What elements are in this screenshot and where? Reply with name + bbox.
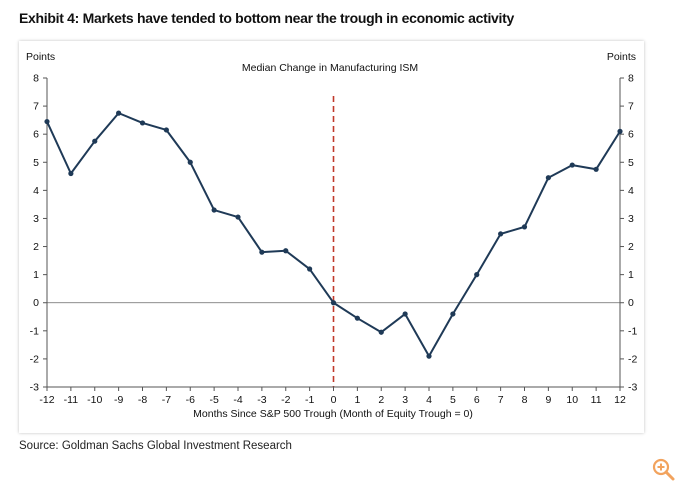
y-tick-label-left: -3 bbox=[30, 382, 39, 394]
x-tick-label: -4 bbox=[233, 394, 242, 406]
data-point bbox=[402, 311, 408, 317]
y-axis-label-left: Points bbox=[26, 51, 55, 63]
x-tick-label: 2 bbox=[378, 394, 384, 406]
data-point bbox=[593, 166, 599, 172]
y-tick-label-right: 0 bbox=[628, 297, 634, 309]
y-tick-label-right: -1 bbox=[628, 325, 637, 337]
y-tick-label-right: 6 bbox=[628, 129, 634, 141]
x-tick-label: 10 bbox=[566, 394, 578, 406]
x-tick-label: -5 bbox=[209, 394, 218, 406]
x-tick-label: -11 bbox=[64, 394, 79, 406]
x-tick-label: -12 bbox=[39, 394, 54, 406]
zoom-button[interactable] bbox=[650, 456, 676, 482]
y-tick-label-left: 7 bbox=[33, 101, 39, 113]
y-axis-label-right: Points bbox=[607, 51, 636, 63]
y-tick-label-left: 5 bbox=[33, 157, 39, 169]
data-point bbox=[116, 110, 122, 116]
x-tick-label: 8 bbox=[522, 394, 528, 406]
y-tick-label-left: 3 bbox=[33, 213, 39, 225]
data-point bbox=[68, 170, 74, 177]
source-note: Source: Goldman Sachs Global Investment … bbox=[19, 440, 292, 452]
x-tick-label: 6 bbox=[474, 394, 480, 406]
y-tick-label-left: 2 bbox=[33, 241, 39, 253]
y-tick-label-right: 3 bbox=[628, 213, 634, 225]
y-tick-label-right: 1 bbox=[628, 269, 634, 281]
x-tick-label: -10 bbox=[87, 394, 102, 406]
exhibit-title: Exhibit 4: Markets have tended to bottom… bbox=[19, 10, 514, 26]
x-tick-label: 9 bbox=[545, 394, 551, 406]
data-point bbox=[545, 175, 551, 181]
data-point bbox=[617, 128, 623, 134]
y-tick-label-right: 7 bbox=[628, 101, 634, 113]
x-tick-label: -8 bbox=[138, 394, 147, 406]
chart-title: Median Change in Manufacturing ISM bbox=[242, 62, 418, 74]
chart-panel: -3 -3 -2 -2 -1 -1 0 0 1 1 2 2 3 3 4 4 5 5 6 6 7 7 8 8 -12 -11 -10-… bbox=[19, 41, 644, 433]
y-tick-label-right: 2 bbox=[628, 241, 634, 253]
y-tick-label-right: -2 bbox=[628, 353, 637, 365]
data-point bbox=[44, 118, 50, 125]
y-tick-label-left: 6 bbox=[33, 129, 39, 141]
y-tick-label-right: 8 bbox=[628, 73, 634, 85]
x-tick-label: 11 bbox=[591, 394, 602, 406]
data-point bbox=[569, 162, 575, 168]
line-chart: -3 -3-2 -2-1 -10 01 12 23 34 45 56 67 78 8-12 -11 -10-… bbox=[26, 51, 637, 420]
x-tick-label: -2 bbox=[281, 394, 290, 406]
x-tick-label: -9 bbox=[114, 394, 123, 406]
y-tick-label-right: 5 bbox=[628, 157, 634, 169]
data-point bbox=[235, 214, 241, 220]
data-point bbox=[498, 231, 504, 237]
data-point bbox=[450, 311, 456, 317]
y-tick-label-left: 8 bbox=[33, 73, 39, 85]
x-tick-label: 7 bbox=[498, 394, 504, 406]
data-point bbox=[163, 127, 169, 133]
data-point bbox=[92, 138, 98, 144]
data-point bbox=[283, 248, 289, 254]
x-tick-label: 5 bbox=[450, 394, 456, 406]
x-tick-label: 12 bbox=[614, 394, 626, 406]
data-point bbox=[187, 159, 193, 165]
y-tick-label-right: 4 bbox=[628, 185, 634, 197]
data-point bbox=[307, 266, 313, 272]
data-point bbox=[211, 207, 217, 213]
y-tick-label-right: -3 bbox=[628, 382, 637, 394]
y-tick-label-left: 0 bbox=[33, 297, 39, 309]
x-tick-label: 1 bbox=[354, 394, 360, 406]
data-point bbox=[259, 249, 265, 255]
x-tick-label: 3 bbox=[402, 394, 408, 406]
data-point bbox=[426, 353, 432, 359]
x-tick-label: -6 bbox=[186, 394, 195, 406]
y-tick-label-left: -1 bbox=[30, 325, 39, 337]
x-tick-label: -1 bbox=[305, 394, 314, 406]
zoom-in-icon[interactable] bbox=[650, 456, 676, 482]
data-point bbox=[474, 272, 480, 278]
y-tick-label-left: 1 bbox=[33, 269, 39, 281]
x-tick-label: 4 bbox=[426, 394, 432, 406]
data-point bbox=[330, 300, 337, 306]
y-tick-label-left: -2 bbox=[30, 353, 39, 365]
data-point bbox=[521, 224, 528, 230]
x-tick-label: -7 bbox=[162, 394, 171, 406]
x-tick-label: -3 bbox=[257, 394, 266, 406]
data-point bbox=[378, 329, 384, 335]
y-tick-label-left: 4 bbox=[33, 185, 39, 197]
x-tick-label: 0 bbox=[331, 394, 337, 406]
data-point bbox=[354, 315, 360, 321]
data-point bbox=[139, 120, 146, 126]
x-axis-label: Months Since S&P 500 Trough (Month of Eq… bbox=[193, 408, 473, 420]
